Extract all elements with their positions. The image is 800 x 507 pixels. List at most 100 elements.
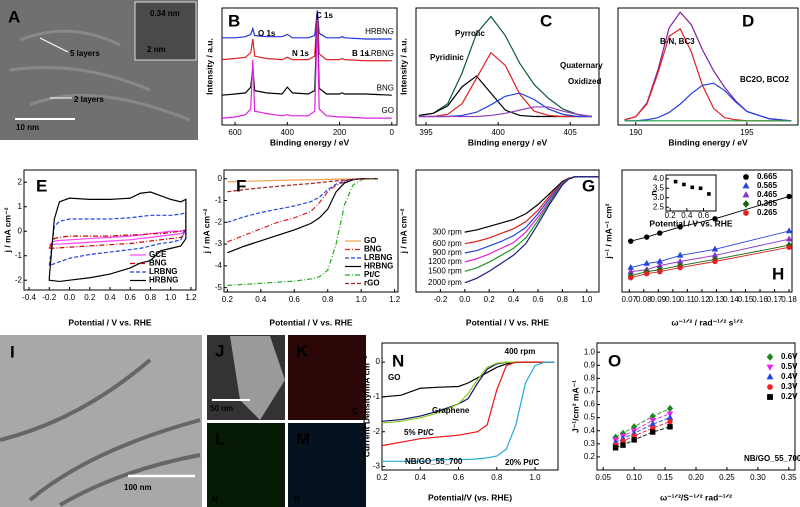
marker xyxy=(785,235,793,242)
series-label: 1200 rpm xyxy=(428,257,462,266)
x-tick-label: 0.18 xyxy=(781,295,797,304)
y-axis-title: Intensity / a.u. xyxy=(398,38,408,95)
y-tick-label: -2 xyxy=(373,427,381,436)
legend-label: LRBNG xyxy=(149,267,177,276)
legend-label: 0.565 xyxy=(757,181,778,190)
series-label: BNG xyxy=(377,83,394,92)
image-detail xyxy=(134,1,197,61)
data-line xyxy=(222,10,392,40)
panel-label: J xyxy=(215,341,224,360)
x-tick-label: 195 xyxy=(740,128,754,137)
y-axis-title: j / mA cm⁻² xyxy=(2,207,12,253)
x-tick-label: 1.0 xyxy=(356,295,368,304)
annotation: Pyrrolic xyxy=(455,29,485,38)
y-tick-label: 0.7 xyxy=(584,387,596,396)
micrograph xyxy=(288,423,366,507)
x-tick-label: 0.30 xyxy=(750,473,766,482)
legend-label: LRBNG xyxy=(364,253,392,262)
series-label: Graphene xyxy=(432,406,470,415)
x-tick-label: 190 xyxy=(629,128,643,137)
data-line xyxy=(48,212,187,267)
x-tick-label: 0.12 xyxy=(694,295,710,304)
micrograph xyxy=(207,423,285,507)
x-tick-label: 0.8 xyxy=(491,473,503,482)
legend-label: 0.6V xyxy=(781,352,798,361)
annotation: BC2O, BCO2 xyxy=(740,75,789,84)
y-tick-label: -3 xyxy=(373,462,381,471)
x-tick-label: 0.8 xyxy=(557,295,569,304)
legend-label: GCE xyxy=(149,250,167,259)
annotation: B-N, BC3 xyxy=(660,37,695,46)
marker xyxy=(743,210,749,216)
series-label: LRBNG xyxy=(366,49,394,58)
x-tick-label: 0.10 xyxy=(626,473,642,482)
x-tick-label: 0.2 xyxy=(376,473,388,482)
y-tick-label: 0 xyxy=(376,357,381,366)
plot-frame xyxy=(415,7,600,126)
plot-frame xyxy=(23,169,197,291)
y-tick-label: 0.4 xyxy=(584,426,596,435)
marker xyxy=(742,182,750,189)
y-tick-label: 1.0 xyxy=(584,347,596,356)
marker xyxy=(649,429,656,435)
panel-label: G xyxy=(582,176,595,195)
x-axis-title: Potential/V (vs. RHE) xyxy=(428,492,512,502)
x-tick-label: 0.6 xyxy=(532,295,544,304)
marker xyxy=(667,424,673,430)
marker xyxy=(785,227,793,234)
x-tick-label: 0.2 xyxy=(222,295,234,304)
series-label: GO xyxy=(382,106,394,115)
x-tick-label: 200 xyxy=(333,128,347,137)
image-detail xyxy=(0,358,201,507)
x-tick-label: 0.2 xyxy=(665,211,677,220)
image-text: 10 nm xyxy=(16,123,39,132)
data-line xyxy=(630,238,790,273)
y-tick-label: 4.0 xyxy=(653,174,665,183)
series-label: 1500 rpm xyxy=(428,266,462,275)
y-axis-title: j / mA cm⁻² xyxy=(201,208,211,254)
marker xyxy=(628,238,634,244)
x-tick-label: 0.8 xyxy=(322,295,334,304)
legend-label: 0.2V xyxy=(781,392,798,401)
y-axis-title: Intensity / a.u. xyxy=(204,38,214,95)
x-tick-label: 0.4 xyxy=(104,293,116,302)
panel-label: M xyxy=(296,429,310,448)
x-tick-label: 0.25 xyxy=(719,473,735,482)
x-tick-label: 0.14 xyxy=(723,295,739,304)
annotation: O 1s xyxy=(258,29,276,38)
plot-frame xyxy=(596,342,796,471)
panel-label: E xyxy=(36,176,47,195)
marker xyxy=(677,224,683,230)
legend-label: rGO xyxy=(364,279,380,288)
series-label: 2000 rpm xyxy=(428,278,462,287)
annotation: Quaternary xyxy=(560,61,603,70)
data-line xyxy=(381,361,555,447)
y-tick-label: -1 xyxy=(215,196,223,205)
x-axis-title: Potential / V vs. RHE xyxy=(649,218,732,228)
marker xyxy=(786,193,792,200)
data-line xyxy=(227,178,378,287)
series-label: 900 rpm xyxy=(432,248,462,257)
x-tick-label: 1.0 xyxy=(165,293,177,302)
legend-label: 0.265 xyxy=(757,208,778,217)
x-tick-label: 0.09 xyxy=(651,295,667,304)
x-tick-label: 0.6 xyxy=(698,211,710,220)
panel-label: I xyxy=(10,342,15,361)
marker xyxy=(766,373,774,380)
series-label: GO xyxy=(388,373,400,382)
marker xyxy=(667,418,673,425)
plot-frame xyxy=(617,7,799,126)
y-tick-label: 0 xyxy=(218,174,223,183)
x-tick-label: 0.4 xyxy=(508,295,520,304)
x-axis-title: Binding energy / eV xyxy=(468,137,548,147)
data-line xyxy=(464,176,599,284)
y-tick-label: 0.3 xyxy=(584,439,596,448)
marker xyxy=(786,244,792,250)
annotation: Pyridinic xyxy=(430,53,464,62)
y-tick-label: -3 xyxy=(215,239,223,248)
series-label: 20% Pt/C xyxy=(505,458,539,467)
x-tick-label: 0.35 xyxy=(781,473,797,482)
x-axis-title: Binding energy / eV xyxy=(270,137,350,147)
x-tick-label: 0.05 xyxy=(595,473,611,482)
x-tick-label: 400 xyxy=(491,128,505,137)
